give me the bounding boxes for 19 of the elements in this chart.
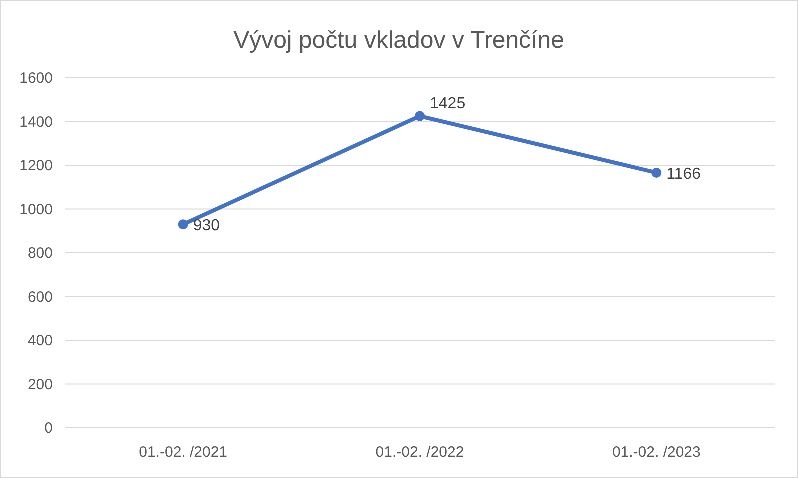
y-tick-label: 400 bbox=[28, 332, 53, 350]
x-tick-label: 01.-02. /2021 bbox=[139, 444, 228, 461]
chart-title: Vývoj počtu vkladov v Trenčíne bbox=[234, 27, 564, 54]
point bbox=[652, 168, 662, 178]
x-tick-label: 01.-02. /2022 bbox=[376, 444, 464, 461]
y-tick-label: 1200 bbox=[20, 158, 53, 174]
y-tick-label: 1600 bbox=[20, 70, 53, 87]
y-tick-label: 200 bbox=[28, 376, 53, 394]
point bbox=[415, 111, 425, 122]
y-tick-label: 600 bbox=[28, 288, 53, 306]
y-tick-label: 0 bbox=[44, 420, 53, 437]
y-tick-label: 1400 bbox=[20, 114, 53, 131]
y-tick-label: 1000 bbox=[20, 201, 53, 218]
data-label: 930 bbox=[193, 218, 220, 235]
data-label: 1425 bbox=[430, 95, 466, 112]
data-label: 1166 bbox=[666, 166, 702, 183]
point bbox=[178, 220, 188, 230]
x-tick-label: 01.-02. /2023 bbox=[612, 444, 701, 461]
y-tick-label: 800 bbox=[28, 245, 53, 262]
